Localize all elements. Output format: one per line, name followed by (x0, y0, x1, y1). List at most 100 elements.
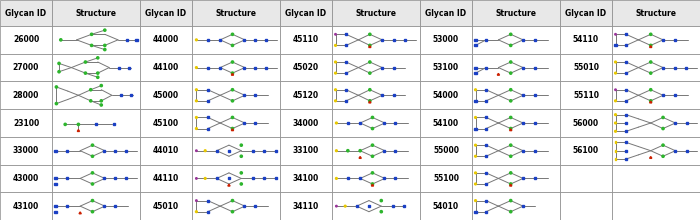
Bar (332, 54, 420, 81)
Circle shape (371, 183, 374, 185)
Bar (345, 44, 347, 46)
Circle shape (650, 72, 652, 74)
Bar (674, 94, 676, 96)
Bar (280, 165, 332, 192)
Bar (135, 39, 137, 41)
Bar (612, 137, 700, 165)
Bar (485, 128, 487, 130)
Bar (55, 150, 57, 152)
Bar (332, 165, 420, 192)
Bar (252, 177, 254, 180)
Bar (280, 137, 332, 165)
Circle shape (662, 116, 664, 119)
Bar (243, 122, 245, 124)
Circle shape (475, 89, 477, 91)
Bar (243, 39, 245, 41)
Bar (52, 0, 140, 26)
Bar (615, 150, 617, 152)
Bar (485, 144, 487, 146)
Bar (0, 81, 52, 109)
Text: 45120: 45120 (293, 91, 319, 100)
Bar (192, 26, 280, 54)
Bar (280, 81, 332, 109)
Bar (625, 150, 627, 152)
Bar (393, 39, 395, 41)
Polygon shape (79, 212, 81, 214)
Bar (674, 150, 676, 152)
Circle shape (335, 100, 337, 102)
Bar (612, 109, 700, 137)
Bar (0, 109, 52, 137)
Circle shape (371, 127, 374, 130)
Bar (560, 81, 612, 109)
Bar (274, 150, 277, 152)
Bar (125, 150, 127, 152)
Polygon shape (650, 101, 652, 103)
Bar (254, 39, 256, 41)
Circle shape (510, 144, 512, 146)
Polygon shape (77, 130, 80, 131)
Circle shape (344, 205, 346, 207)
Bar (612, 54, 700, 81)
Circle shape (369, 33, 371, 35)
Text: Structure: Structure (356, 9, 396, 18)
Text: Structure: Structure (496, 9, 536, 18)
Circle shape (84, 72, 87, 74)
Bar (126, 39, 128, 41)
Bar (206, 100, 209, 102)
Bar (265, 39, 267, 41)
Text: Structure: Structure (636, 9, 676, 18)
Bar (625, 44, 627, 46)
Circle shape (204, 150, 206, 152)
Circle shape (380, 200, 382, 202)
Bar (0, 0, 52, 26)
Bar (332, 192, 420, 220)
Bar (206, 200, 209, 202)
Bar (219, 66, 221, 69)
Bar (420, 165, 472, 192)
Circle shape (91, 172, 94, 174)
Bar (346, 122, 349, 124)
Bar (485, 89, 487, 91)
Circle shape (97, 57, 99, 59)
Bar (383, 150, 385, 152)
Circle shape (510, 200, 512, 202)
Bar (252, 150, 254, 152)
Circle shape (510, 44, 512, 47)
Bar (420, 26, 472, 54)
Bar (206, 128, 209, 130)
Bar (472, 54, 560, 81)
Circle shape (510, 155, 512, 157)
Bar (52, 192, 140, 220)
Bar (615, 141, 617, 143)
Circle shape (55, 86, 57, 88)
Text: 54100: 54100 (433, 119, 459, 128)
Text: Structure: Structure (76, 9, 116, 18)
Circle shape (510, 127, 512, 130)
Bar (560, 165, 612, 192)
Text: 54110: 54110 (573, 35, 599, 44)
Circle shape (650, 44, 652, 47)
Circle shape (90, 33, 92, 35)
Bar (475, 72, 477, 74)
Circle shape (369, 44, 371, 47)
Bar (52, 165, 140, 192)
Polygon shape (650, 156, 652, 158)
Bar (280, 54, 332, 81)
Bar (345, 61, 347, 63)
Text: 28000: 28000 (13, 91, 39, 100)
Bar (254, 66, 256, 69)
Bar (125, 177, 127, 180)
Bar (560, 0, 612, 26)
Bar (206, 116, 209, 119)
Circle shape (615, 89, 616, 90)
Circle shape (615, 34, 616, 35)
Bar (280, 26, 332, 54)
Circle shape (650, 100, 652, 102)
Bar (332, 26, 420, 54)
Bar (534, 150, 536, 152)
Circle shape (615, 72, 617, 74)
Text: 44010: 44010 (153, 146, 179, 155)
Text: Glycan ID: Glycan ID (6, 9, 47, 18)
Circle shape (195, 150, 197, 151)
